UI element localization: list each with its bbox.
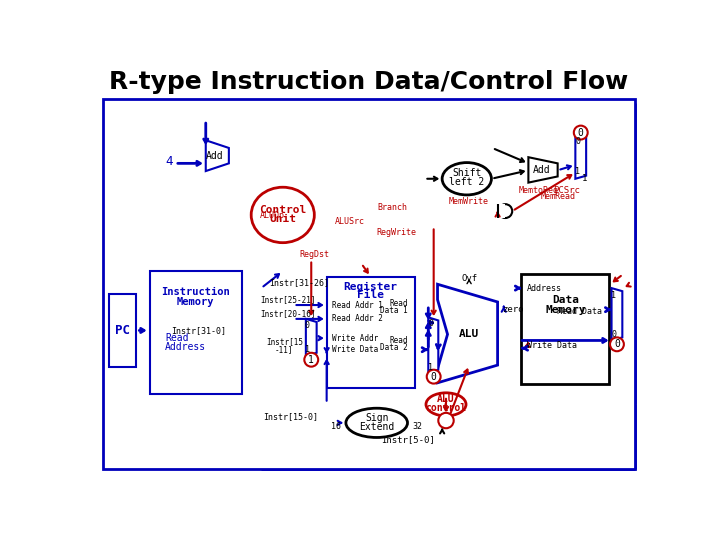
Text: PC: PC (115, 324, 130, 337)
Text: 1: 1 (428, 363, 433, 372)
Text: RegDst: RegDst (300, 249, 330, 259)
Polygon shape (206, 140, 229, 171)
Text: Memory: Memory (545, 306, 585, 315)
Polygon shape (575, 134, 586, 179)
Text: Data: Data (552, 295, 579, 306)
Text: 1: 1 (308, 355, 314, 365)
Text: Read Addr 1: Read Addr 1 (332, 301, 383, 309)
Text: Control: Control (259, 205, 307, 214)
Text: 1: 1 (305, 345, 310, 354)
Text: 32: 32 (413, 422, 423, 431)
Text: -11]: -11] (275, 345, 294, 354)
Text: 0: 0 (428, 319, 433, 328)
Text: 0: 0 (305, 321, 310, 329)
Text: Instr[15: Instr[15 (266, 338, 303, 347)
Text: Read: Read (389, 336, 408, 345)
Text: Data 2: Data 2 (379, 343, 408, 352)
Text: Write Data: Write Data (332, 345, 378, 354)
Circle shape (427, 370, 441, 383)
Text: zero: zero (503, 305, 523, 314)
Text: Add: Add (206, 151, 224, 161)
Ellipse shape (442, 163, 492, 195)
Text: Write Data: Write Data (527, 341, 577, 350)
Text: Write Addr: Write Addr (332, 334, 378, 343)
Text: Branch: Branch (377, 202, 407, 212)
Text: 1: 1 (611, 291, 616, 300)
Text: Instr[20-16]: Instr[20-16] (261, 309, 316, 318)
Text: ALUOp: ALUOp (260, 211, 284, 220)
Text: R-type Instruction Data/Control Flow: R-type Instruction Data/Control Flow (109, 70, 629, 94)
Bar (102, 99, 636, 469)
Circle shape (305, 353, 318, 367)
Text: Read: Read (389, 299, 408, 308)
Text: Instr[31-26]: Instr[31-26] (269, 278, 329, 287)
Text: Read Addr 2: Read Addr 2 (332, 314, 383, 323)
Text: control: control (426, 403, 467, 413)
Text: PCSrc: PCSrc (554, 186, 580, 195)
Text: Instr[15-0]: Instr[15-0] (263, 412, 318, 421)
Polygon shape (428, 318, 438, 373)
Text: MemRead: MemRead (540, 192, 575, 201)
Text: Instr[31-0]: Instr[31-0] (171, 326, 227, 335)
Text: Read Data: Read Data (557, 307, 603, 316)
Bar (150, 271, 242, 394)
Text: Ovf: Ovf (461, 274, 477, 284)
Bar (109, 294, 137, 367)
Circle shape (438, 413, 454, 428)
Text: ALU: ALU (459, 329, 480, 339)
Polygon shape (528, 157, 558, 183)
Ellipse shape (346, 408, 408, 437)
Text: 1: 1 (582, 174, 588, 183)
Text: MemtoReg: MemtoReg (518, 186, 559, 195)
Polygon shape (611, 288, 622, 340)
Text: Extend: Extend (359, 422, 395, 431)
Text: Unit: Unit (269, 214, 296, 224)
Text: 4: 4 (165, 156, 173, 168)
Text: Address: Address (165, 342, 206, 353)
Text: 16: 16 (331, 422, 341, 431)
Polygon shape (438, 284, 498, 383)
Text: RegWrite: RegWrite (377, 228, 417, 237)
Text: 0: 0 (431, 372, 436, 382)
Text: Add: Add (533, 165, 550, 176)
Bar (327, 276, 415, 388)
Text: Register: Register (343, 281, 397, 292)
Polygon shape (306, 319, 317, 356)
Text: ALUSrc: ALUSrc (335, 217, 365, 226)
Ellipse shape (498, 204, 512, 218)
Text: ALU: ALU (437, 394, 455, 404)
Text: Instr[5-0]: Instr[5-0] (381, 435, 434, 444)
Text: File: File (357, 290, 384, 300)
Text: 0: 0 (611, 330, 616, 339)
Text: Memory: Memory (177, 297, 215, 307)
Text: Read: Read (165, 333, 189, 343)
Text: MemWrite: MemWrite (449, 197, 489, 206)
Circle shape (610, 338, 624, 351)
Text: Sign: Sign (365, 413, 389, 423)
Text: 1: 1 (575, 166, 580, 176)
Ellipse shape (251, 187, 315, 242)
Ellipse shape (426, 393, 466, 416)
Text: left 2: left 2 (449, 177, 485, 187)
Text: 0: 0 (578, 127, 584, 138)
Text: Instruction: Instruction (161, 287, 230, 297)
Text: 0: 0 (575, 137, 580, 146)
Text: 0: 0 (614, 339, 620, 349)
Text: Shift: Shift (452, 168, 482, 178)
Text: Instr[25-21]: Instr[25-21] (261, 295, 316, 304)
Text: Address: Address (527, 284, 562, 293)
Text: Data 1: Data 1 (379, 306, 408, 315)
Bar (498, 204, 505, 218)
Circle shape (574, 126, 588, 139)
Bar (521, 274, 609, 384)
